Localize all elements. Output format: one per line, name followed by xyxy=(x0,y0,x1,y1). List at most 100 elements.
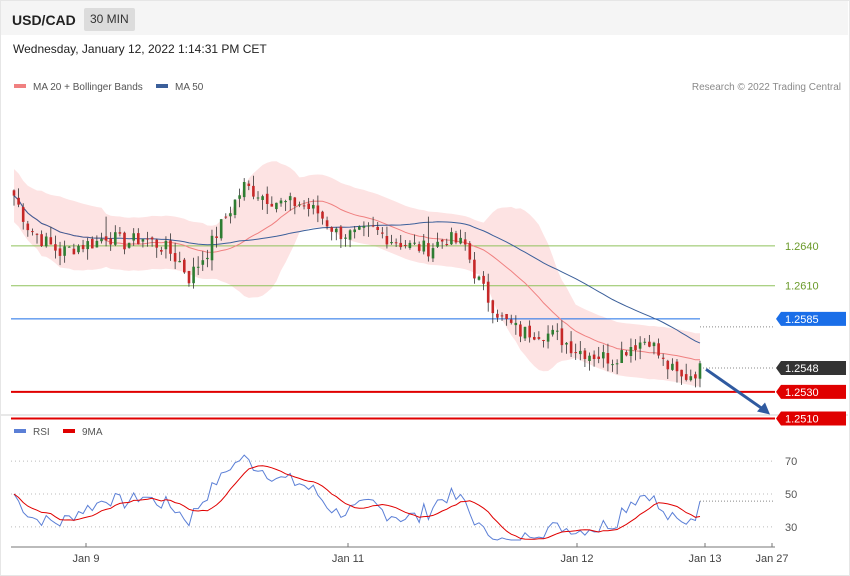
bullish-candle xyxy=(210,235,214,261)
bearish-candle xyxy=(40,234,43,246)
bullish-candle xyxy=(671,363,674,370)
bullish-candle xyxy=(551,329,554,335)
bullish-candle xyxy=(95,240,99,248)
ma50-legend-swatch xyxy=(156,84,168,88)
rsi-legend-label: RSI xyxy=(33,427,50,438)
bullish-candle xyxy=(196,266,200,268)
last-level-tag xyxy=(776,361,846,375)
bullish-candle xyxy=(233,199,237,215)
bearish-candle xyxy=(505,314,508,320)
x-tick-label: Jan 12 xyxy=(560,553,593,565)
bullish-candle xyxy=(413,242,416,244)
forecast-arrow-shaft xyxy=(705,368,763,410)
bullish-candle xyxy=(219,219,223,239)
bearish-candle xyxy=(49,237,53,245)
bearish-candle xyxy=(592,354,596,359)
rsi-legend-swatch xyxy=(14,429,26,433)
support-level-tag xyxy=(776,411,846,426)
bearish-candle xyxy=(321,211,324,219)
bullish-candle xyxy=(588,355,591,361)
bollinger-band xyxy=(14,161,700,387)
bearish-candle xyxy=(417,244,421,251)
bullish-candle xyxy=(422,240,426,252)
bearish-candle xyxy=(123,232,126,250)
bullish-candle xyxy=(348,230,352,240)
bearish-candle xyxy=(265,193,269,204)
symbol-title: USD/CAD xyxy=(12,12,76,28)
bearish-candle xyxy=(509,319,513,323)
credit-label: Research © 2022 Trading Central xyxy=(692,82,841,93)
bearish-candle xyxy=(155,239,158,248)
bullish-candle xyxy=(611,364,614,366)
ma50-legend-label: MA 50 xyxy=(175,82,204,93)
bearish-candle xyxy=(54,244,57,251)
rsi-ma-line xyxy=(13,465,701,540)
bearish-candle xyxy=(224,216,228,218)
bearish-candle xyxy=(427,243,430,257)
bullish-candle xyxy=(279,200,283,204)
bullish-candle xyxy=(114,232,117,245)
bullish-candle xyxy=(450,232,453,245)
bullish-candle xyxy=(546,333,550,342)
bullish-candle xyxy=(620,350,623,363)
bullish-candle xyxy=(358,226,361,230)
bearish-candle xyxy=(399,242,402,248)
bullish-candle xyxy=(127,242,131,248)
bearish-candle xyxy=(35,233,39,235)
bearish-candle xyxy=(160,250,163,252)
pivot-level-label: 1.2585 xyxy=(785,314,819,326)
bearish-candle xyxy=(302,205,306,207)
top-bar: USD/CAD 30 MIN xyxy=(1,1,848,35)
rsi-tick-label: 50 xyxy=(785,489,797,501)
support-level-label: 1.2510 xyxy=(785,413,819,425)
bearish-candle xyxy=(376,226,379,230)
bullish-candle xyxy=(565,342,568,345)
bearish-candle xyxy=(247,183,251,186)
rsi-ma-legend-swatch xyxy=(63,429,75,433)
bullish-candle xyxy=(67,246,71,248)
bearish-candle xyxy=(583,350,587,359)
bullish-candle xyxy=(44,236,48,247)
bearish-candle xyxy=(381,232,384,234)
last-level-label: 1.2548 xyxy=(785,363,819,375)
bullish-candle xyxy=(523,326,527,339)
bearish-candle xyxy=(215,236,218,238)
bearish-candle xyxy=(252,185,255,197)
bullish-candle xyxy=(367,225,370,227)
bearish-candle xyxy=(684,374,688,380)
bearish-candle xyxy=(486,281,490,303)
x-tick-label: Jan 13 xyxy=(688,553,721,565)
bearish-candle xyxy=(21,206,25,222)
bearish-candle xyxy=(371,225,375,227)
bearish-candle xyxy=(293,197,297,207)
bearish-candle xyxy=(137,233,140,245)
bullish-candle xyxy=(238,195,241,199)
bearish-candle xyxy=(169,240,172,254)
bullish-candle xyxy=(261,196,264,200)
bearish-candle xyxy=(146,238,149,240)
bearish-candle xyxy=(12,190,16,196)
bearish-candle xyxy=(542,340,545,341)
timeframe-button[interactable]: 30 MIN xyxy=(84,8,135,31)
bearish-candle xyxy=(339,226,343,240)
bullish-candle xyxy=(100,238,103,242)
bullish-candle xyxy=(436,241,439,247)
bearish-candle xyxy=(17,197,20,205)
bullish-candle xyxy=(335,228,338,233)
bearish-candle xyxy=(569,341,573,354)
bullish-candle xyxy=(178,261,181,263)
bullish-candle xyxy=(206,257,209,260)
bullish-candle xyxy=(256,197,260,199)
bearish-candle xyxy=(307,203,310,209)
bullish-candle xyxy=(192,266,195,284)
bearish-candle xyxy=(316,205,320,214)
bearish-candle xyxy=(533,337,536,340)
bearish-candle xyxy=(694,374,697,379)
bearish-candle xyxy=(482,275,485,284)
bearish-candle xyxy=(72,248,76,255)
bearish-candle xyxy=(394,242,398,244)
bearish-candle xyxy=(468,243,472,260)
bearish-candle xyxy=(440,240,444,242)
bearish-candle xyxy=(634,345,637,350)
